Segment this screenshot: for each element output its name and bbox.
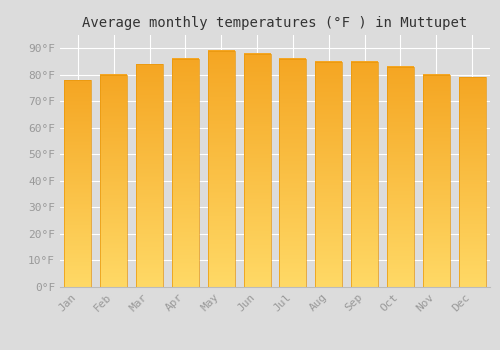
Bar	[64, 80, 92, 287]
Bar	[172, 59, 199, 287]
Bar	[458, 77, 485, 287]
Bar	[387, 67, 414, 287]
Bar	[351, 62, 378, 287]
Title: Average monthly temperatures (°F ) in Muttupet: Average monthly temperatures (°F ) in Mu…	[82, 16, 468, 30]
Bar	[244, 54, 270, 287]
Bar	[316, 62, 342, 287]
Bar	[208, 51, 234, 287]
Bar	[136, 64, 163, 287]
Bar	[100, 75, 127, 287]
Bar	[423, 75, 450, 287]
Bar	[280, 59, 306, 287]
